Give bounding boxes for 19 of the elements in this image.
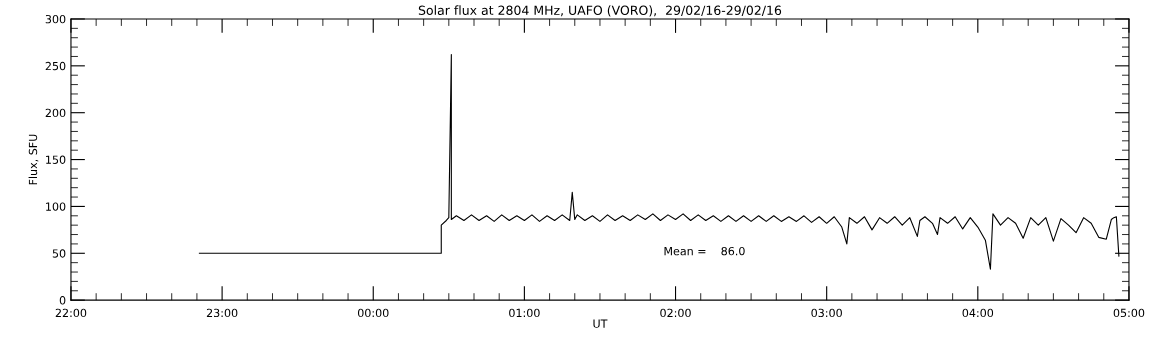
y-tick-label: 100 <box>46 202 66 211</box>
x-axis-title: UT <box>593 319 608 328</box>
y-tick-label: 150 <box>46 155 66 164</box>
x-tick-label: 22:00 <box>55 308 87 318</box>
y-tick-label: 200 <box>45 108 66 118</box>
x-tick-label: 02:00 <box>660 308 691 318</box>
x-tick-label: 05:00 <box>1113 308 1145 318</box>
y-tick-label: 300 <box>45 14 66 24</box>
y-tick-label: 250 <box>45 61 66 71</box>
x-tick-label: 00:00 <box>357 308 389 318</box>
chart-title: Solar flux at 2804 MHz, UAFO (VORO), 29/02/16-29/02/16 <box>418 5 782 17</box>
y-tick-label: 0 <box>59 296 66 305</box>
x-tick-label: 03:00 <box>811 308 842 318</box>
x-tick-label: 23:00 <box>206 308 238 318</box>
x-tick-label: 04:00 <box>962 308 994 318</box>
x-tick-label: 01:00 <box>509 308 540 318</box>
y-tick-label: 50 <box>52 249 66 258</box>
annotation: Mean = 86.0 <box>664 246 745 256</box>
y-axis-title: Flux, SFU <box>28 134 39 185</box>
